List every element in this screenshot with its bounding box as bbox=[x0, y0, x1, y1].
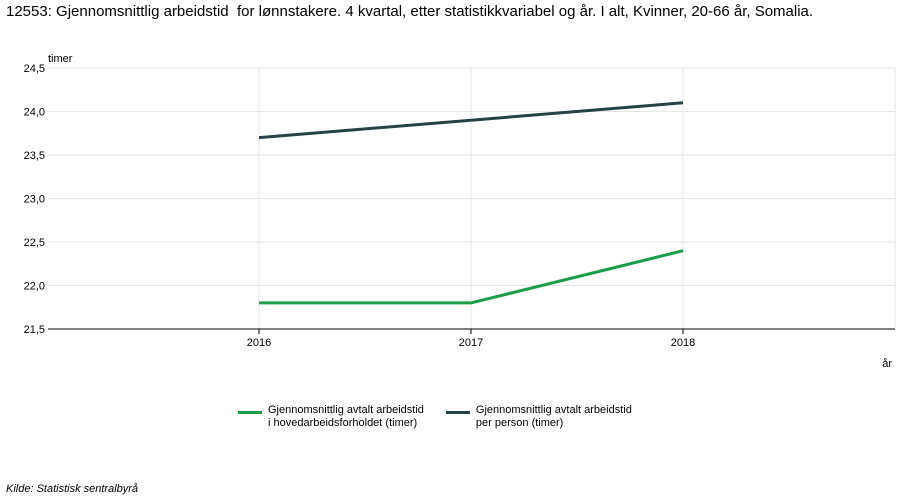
y-tick-label: 24,0 bbox=[24, 107, 45, 119]
series-lines bbox=[258, 101, 684, 305]
y-tick-label: 22,5 bbox=[24, 237, 45, 249]
y-tick-label: 23,5 bbox=[24, 150, 45, 162]
y-tick-label: 23,0 bbox=[24, 194, 45, 206]
y-tick-label: 24,5 bbox=[24, 63, 45, 75]
legend-label: Gjennomsnittlig avtalt arbeidstid i hove… bbox=[268, 404, 424, 429]
legend-item: Gjennomsnittlig avtalt arbeidstid per pe… bbox=[445, 404, 632, 430]
legend-swatch bbox=[238, 411, 262, 414]
legend-item: Gjennomsnittlig avtalt arbeidstid i hove… bbox=[238, 404, 424, 430]
source-note: Kilde: Statistisk sentralbyrå bbox=[6, 483, 139, 495]
x-tick-label: 2016 bbox=[247, 337, 271, 349]
legend-label: Gjennomsnittlig avtalt arbeidstid per pe… bbox=[475, 404, 632, 429]
legend-swatch bbox=[445, 411, 470, 414]
x-axis-label: år bbox=[882, 358, 892, 370]
chart-title: 12553: Gjennomsnittlig arbeidstid for lø… bbox=[6, 3, 814, 20]
legend: Gjennomsnittlig avtalt arbeidstid i hove… bbox=[238, 404, 632, 430]
line-chart: 21,522,022,523,023,524,024,5 2016 2017 201… bbox=[24, 53, 896, 370]
y-axis-ticks: 21,5 22,0 22,5 23,0 23,5 24,0 24,5 bbox=[24, 63, 45, 336]
y-tick-label: 22,0 bbox=[24, 281, 45, 293]
grid-lines bbox=[48, 67, 896, 330]
y-axis-label: timer bbox=[48, 53, 73, 65]
y-tick-label: 21,5 bbox=[24, 324, 45, 336]
x-tick-label: 2017 bbox=[459, 337, 483, 349]
x-axis-ticks: 2016 2017 2018 bbox=[247, 329, 695, 349]
x-tick-label: 2018 bbox=[671, 337, 695, 349]
